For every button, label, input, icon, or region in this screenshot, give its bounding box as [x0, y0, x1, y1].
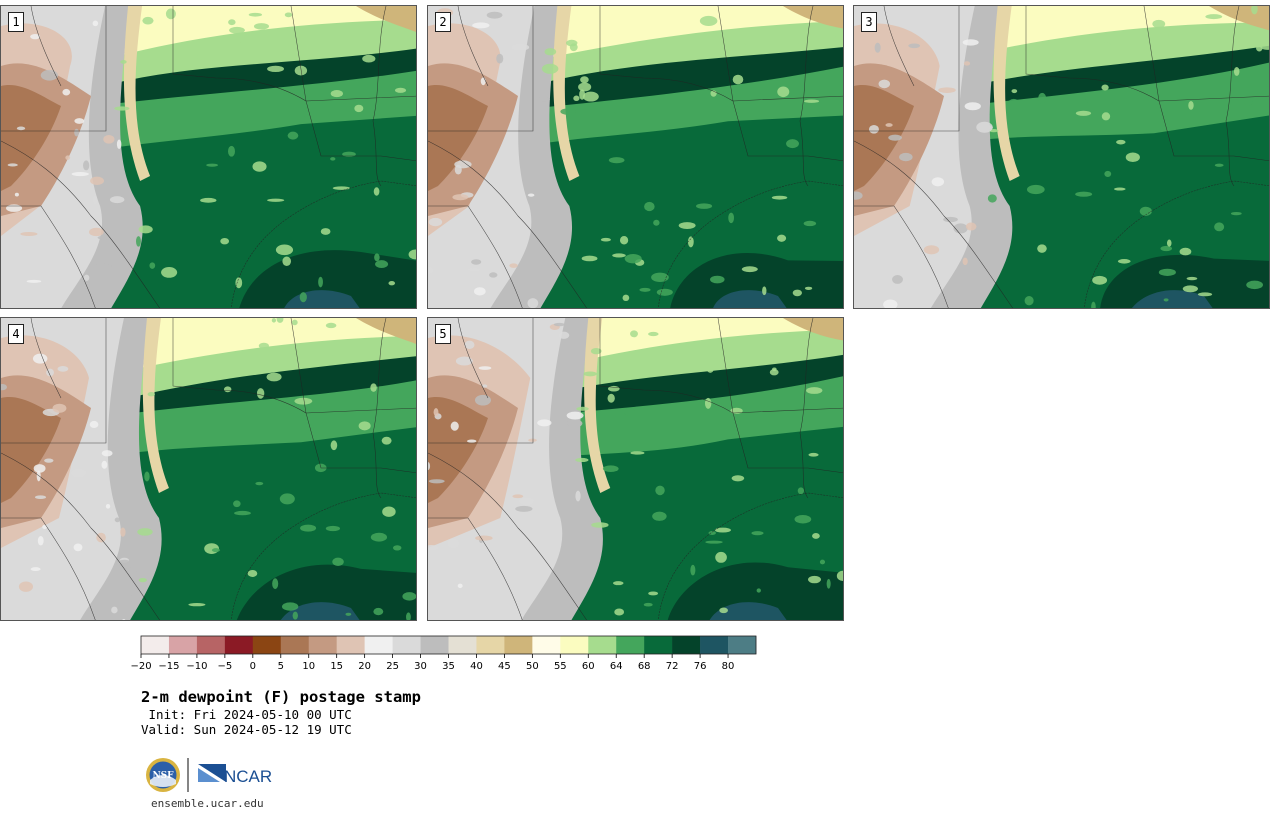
panel-number: 3: [861, 12, 877, 32]
colorbar-tick-label: 60: [582, 661, 595, 672]
colorbar-tick-label: 80: [722, 661, 735, 672]
colorbar-tick-label: 10: [302, 661, 315, 672]
colorbar-swatch: [392, 636, 421, 654]
colorbar-tick-label: 50: [526, 661, 539, 672]
colorbar-tick-label: −15: [158, 661, 179, 672]
init-time: Init: Fri 2024-05-10 00 UTC: [141, 707, 352, 722]
colorbar-tick-label: 0: [250, 661, 256, 672]
colorbar-swatch: [644, 636, 673, 654]
panel-number: 2: [435, 12, 451, 32]
colorbar-tick-label: 76: [694, 661, 707, 672]
colorbar-tick-label: 25: [386, 661, 399, 672]
state-borders: [1, 6, 416, 308]
colorbar-tick-label: 45: [498, 661, 511, 672]
colorbar: −20 −15 −10 −5 0 5 10 15 20 25 30 35 40 45 50 55 60 64 68 7…: [130, 635, 757, 672]
colorbar-swatch: [196, 636, 226, 654]
colorbar-swatch: [280, 636, 310, 654]
colorbar-tick-label: −5: [217, 661, 232, 672]
state-borders: [1, 318, 416, 620]
colorbar-tick-label: 68: [638, 661, 651, 672]
colorbar-swatch: [364, 636, 393, 654]
colorbar-swatch: [728, 636, 757, 654]
colorbar-tick-label: −10: [186, 661, 207, 672]
colorbar-tick-label: 40: [470, 661, 483, 672]
colorbar-tick-label: 72: [666, 661, 679, 672]
colorbar-tick-label: 5: [278, 661, 284, 672]
colorbar-swatch: [168, 636, 198, 654]
colorbar-tick-label: 64: [610, 661, 623, 672]
map-panel-5: 5: [427, 317, 844, 621]
map-panel-1: 1: [0, 5, 417, 309]
colorbar-swatch: [616, 636, 645, 654]
colorbar-tick-label: 55: [554, 661, 567, 672]
panel-number: 4: [8, 324, 24, 344]
colorbar-tick-label: 15: [330, 661, 343, 672]
dewpoint-map: [1, 6, 416, 308]
dewpoint-map: [1, 318, 416, 620]
colorbar-swatch: [420, 636, 449, 654]
state-borders: [428, 6, 843, 308]
colorbar-swatch: [308, 636, 337, 654]
state-borders: [854, 6, 1269, 308]
colorbar-swatch: [532, 636, 561, 654]
colorbar-swatch: [700, 636, 729, 654]
colorbar-swatch: [336, 636, 365, 654]
colorbar-swatch: [588, 636, 617, 654]
colorbar-swatch: [672, 636, 701, 654]
ncar-logo: NCAR: [198, 764, 272, 786]
logos: NSF NCAR: [146, 758, 272, 792]
dewpoint-map: [428, 6, 843, 308]
colorbar-swatch: [252, 636, 282, 654]
dewpoint-map: [428, 318, 843, 620]
colorbar-swatch: [141, 636, 170, 654]
colorbar-tick-label: 35: [442, 661, 455, 672]
nsf-logo-text: NSF: [152, 771, 174, 781]
ncar-logo-text: NCAR: [224, 767, 272, 786]
state-borders: [428, 318, 843, 620]
panel-number: 1: [8, 12, 24, 32]
colorbar-tick-label: −20: [130, 661, 151, 672]
chart-title: 2-m dewpoint (F) postage stamp: [141, 688, 421, 706]
colorbar-swatch: [504, 636, 533, 654]
map-panel-4: 4: [0, 317, 417, 621]
map-panel-3: 3: [853, 5, 1270, 309]
colorbar-swatch: [476, 636, 505, 654]
dewpoint-map: [854, 6, 1269, 308]
map-panel-2: 2: [427, 5, 844, 309]
website-url: ensemble.ucar.edu: [151, 797, 264, 810]
nsf-logo: NSF: [146, 758, 180, 792]
colorbar-tick-label: 20: [358, 661, 371, 672]
panel-number: 5: [435, 324, 451, 344]
colorbar-swatch: [448, 636, 477, 654]
colorbar-swatch: [560, 636, 589, 654]
colorbar-tick-label: 30: [414, 661, 427, 672]
colorbar-swatch: [224, 636, 254, 654]
valid-time: Valid: Sun 2024-05-12 19 UTC: [141, 722, 352, 737]
